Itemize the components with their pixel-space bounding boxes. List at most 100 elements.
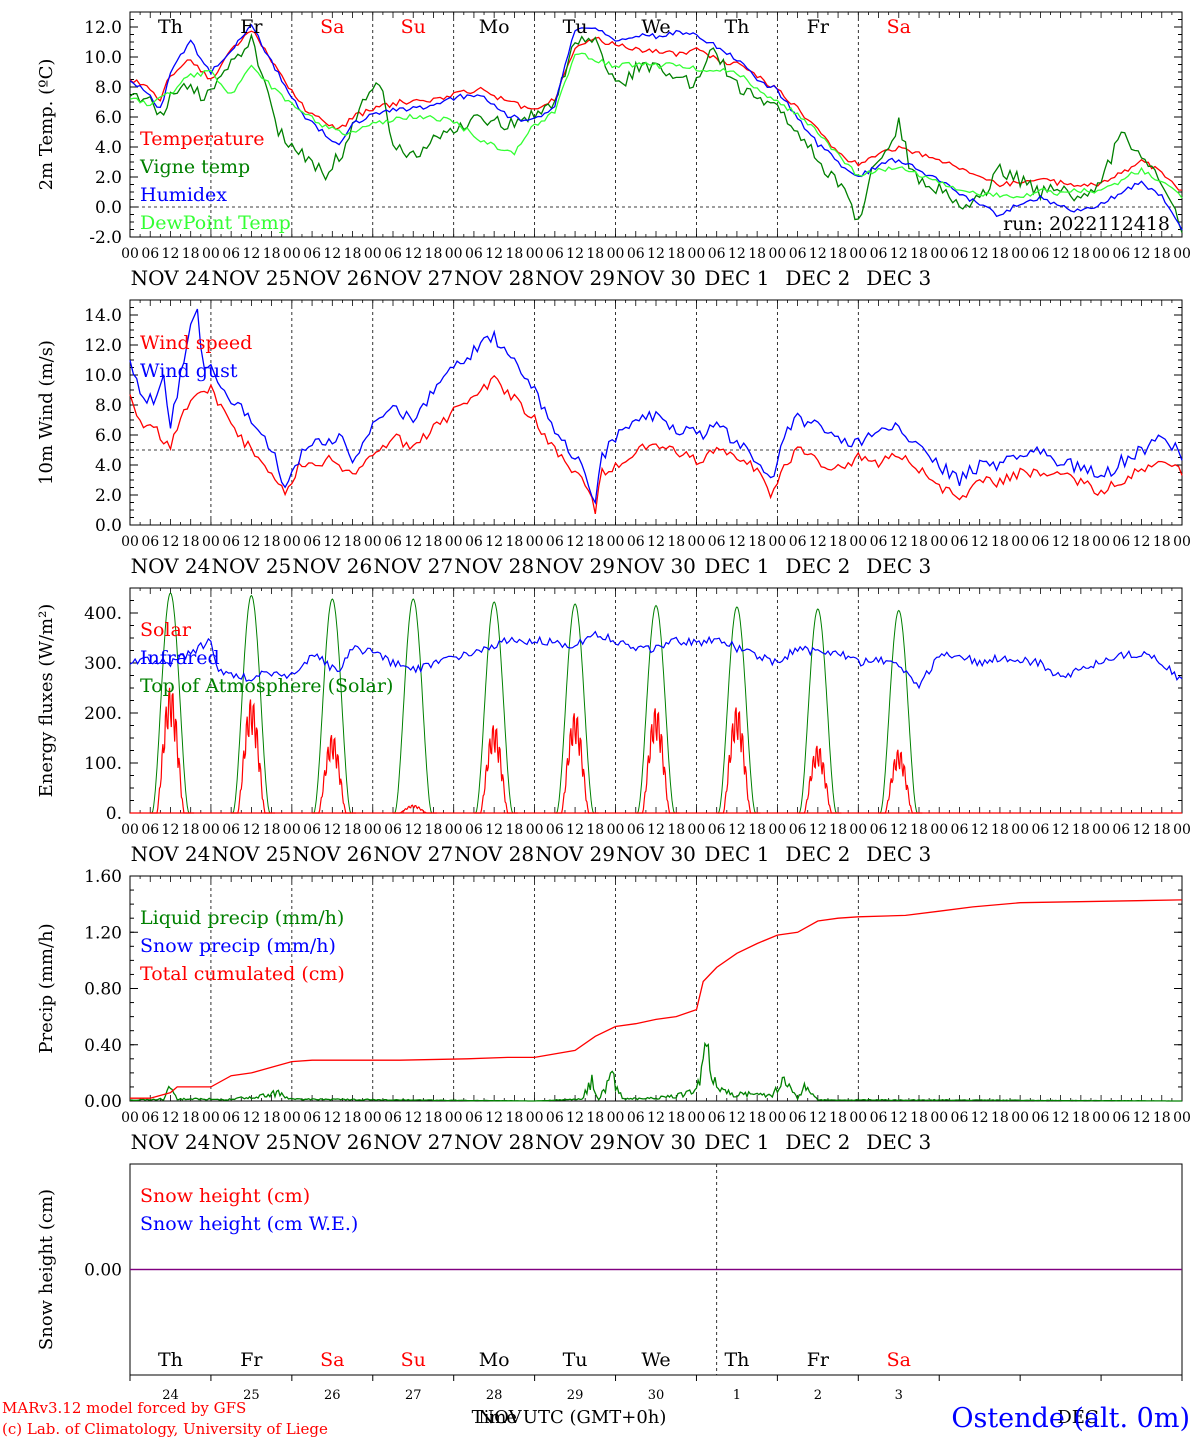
hour-tick-label: 06	[708, 1110, 726, 1126]
hour-tick-label: 06	[222, 1110, 240, 1126]
hour-tick-label: 12	[323, 534, 341, 550]
day-label: DEC 1	[704, 266, 769, 290]
run-label: run: 2022112418	[1003, 213, 1170, 235]
y-tick-label: 2.0	[95, 168, 122, 188]
y-tick-label: 10.0	[84, 366, 122, 386]
hour-tick-label: 12	[323, 1110, 341, 1126]
hour-tick-label: 06	[546, 1110, 564, 1126]
hour-tick-label: 00	[121, 822, 139, 838]
day-number-label: 30	[648, 1388, 665, 1403]
hour-tick-label: 06	[708, 822, 726, 838]
hour-tick-label: 06	[546, 246, 564, 262]
hour-tick-label: 00	[1011, 246, 1029, 262]
hour-tick-label: 00	[283, 246, 301, 262]
hour-tick-label: 18	[505, 822, 523, 838]
hour-tick-label: 12	[647, 246, 665, 262]
hour-tick-label: 18	[1153, 1110, 1171, 1126]
hour-tick-label: 12	[162, 246, 180, 262]
hour-tick-label: 12	[728, 246, 746, 262]
day-label: NOV 27	[373, 266, 453, 290]
hour-tick-label: 06	[1031, 822, 1049, 838]
hour-tick-label: 00	[1011, 1110, 1029, 1126]
liquid-precip-mm-h-line	[129, 1041, 1182, 1102]
solar-line	[716, 707, 761, 814]
weekday-label: Fr	[240, 16, 263, 38]
hour-tick-label: 12	[485, 822, 503, 838]
plot-frame	[129, 587, 1183, 814]
y-tick-label: 0.0	[95, 516, 122, 536]
hour-tick-label: 00	[1092, 534, 1110, 550]
hour-tick-label: 18	[910, 1110, 928, 1126]
hour-tick-label: 18	[1153, 246, 1171, 262]
toa-solar-line	[312, 598, 356, 814]
credit-line: MARv3.12 model forced by GFS	[2, 1399, 246, 1417]
hour-tick-label: 00	[849, 1110, 867, 1126]
hour-tick-label: 00	[526, 534, 544, 550]
hour-tick-label: 00	[607, 246, 625, 262]
hour-tick-label: 12	[485, 534, 503, 550]
total-cumulated-cm-line	[130, 899, 1183, 1099]
hour-tick-label: 06	[951, 822, 969, 838]
day-label: NOV 25	[211, 554, 291, 578]
y-tick-label: 200.	[84, 704, 122, 724]
day-label: NOV 29	[535, 266, 615, 290]
hour-tick-label: 18	[182, 822, 200, 838]
hour-tick-label: 00	[1173, 1110, 1191, 1126]
hour-tick-label: 00	[930, 822, 948, 838]
hour-tick-label: 00	[526, 1110, 544, 1126]
legend-entry: Humidex	[140, 184, 227, 206]
weekday-label: Fr	[240, 1349, 263, 1371]
day-label: NOV 29	[535, 554, 615, 578]
hour-tick-label: 18	[829, 1110, 847, 1126]
hour-tick-label: 00	[849, 822, 867, 838]
day-number-label: 1	[733, 1388, 741, 1403]
credit-line: (c) Lab. of Climatology, University of L…	[2, 1420, 328, 1438]
hour-tick-label: 00	[202, 246, 220, 262]
hour-tick-label: 12	[242, 534, 260, 550]
hour-tick-label: 00	[607, 822, 625, 838]
hour-tick-label: 00	[768, 534, 786, 550]
solar-line	[878, 749, 923, 814]
day-label: DEC 1	[704, 554, 769, 578]
hour-tick-label: 00	[526, 822, 544, 838]
day-label: DEC 3	[866, 554, 931, 578]
day-label: NOV 26	[292, 842, 372, 866]
hour-tick-label: 06	[546, 534, 564, 550]
day-label: NOV 25	[211, 266, 291, 290]
hour-tick-label: 12	[162, 822, 180, 838]
hour-tick-label: 18	[1153, 534, 1171, 550]
hour-tick-label: 06	[870, 246, 888, 262]
legend: Snow height (cm) Snow height (cm W.E.)	[140, 1185, 358, 1235]
hour-tick-label: 00	[930, 246, 948, 262]
hour-tick-label: 18	[344, 246, 362, 262]
toa-solar-line	[393, 598, 437, 814]
hour-tick-label: 00	[121, 1110, 139, 1126]
day-number-label: 28	[486, 1388, 503, 1403]
hour-tick-label: 12	[1052, 534, 1070, 550]
day-label: DEC 3	[866, 1130, 931, 1154]
hour-tick-label: 18	[667, 534, 685, 550]
panel-energy: 400. 300. 200. 100. 0. Energy fluxes (W/m²) 00…	[36, 587, 1191, 866]
hour-tick-label: 18	[991, 246, 1009, 262]
day-label: NOV 25	[211, 842, 291, 866]
hour-tick-label: 18	[344, 1110, 362, 1126]
wind-speed-line	[129, 374, 1183, 515]
panel-temperature: 12.0 10.0 8.0 6.0 4.0 2.0 0.0 -2.0 2m Temp. (ºC)…	[36, 11, 1191, 290]
weekday-label: Mo	[479, 16, 510, 38]
hour-tick-label: 18	[263, 1110, 281, 1126]
hour-tick-label: 12	[162, 534, 180, 550]
y-axis-label: 10m Wind (m/s)	[36, 340, 57, 485]
hour-tick-label: 12	[809, 534, 827, 550]
hour-tick-label: 00	[768, 246, 786, 262]
day-number-label: 2	[814, 1388, 822, 1403]
legend-entry: Top of Atmosphere (Solar)	[140, 675, 393, 697]
hour-tick-label: 12	[566, 1110, 584, 1126]
hour-tick-label: 18	[505, 1110, 523, 1126]
hour-tick-label: 12	[647, 534, 665, 550]
hour-tick-label: 12	[566, 246, 584, 262]
hour-tick-label: 06	[789, 822, 807, 838]
y-tick-label: 6.0	[95, 426, 122, 446]
hour-tick-label: 18	[1153, 822, 1171, 838]
hour-tick-label: 18	[910, 246, 928, 262]
